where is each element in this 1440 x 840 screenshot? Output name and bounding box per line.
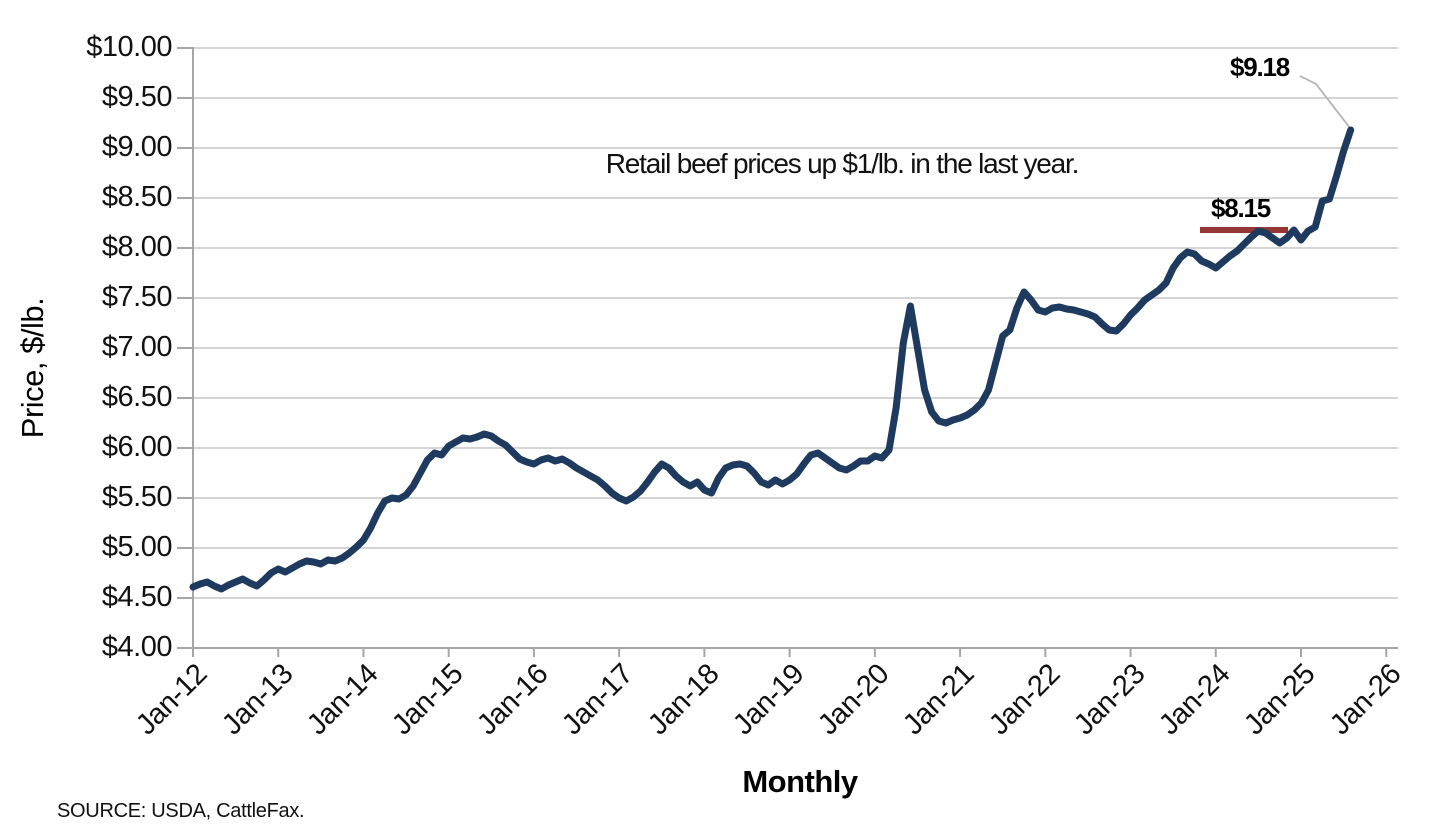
y-axis-label: $9.00 <box>101 131 173 163</box>
y-axis-label: $6.50 <box>101 381 173 413</box>
y-axis-label: $10.00 <box>86 31 172 63</box>
year-ago-value-label: $8.15 <box>1211 193 1271 223</box>
y-axis-label: $8.00 <box>101 231 173 263</box>
price-line <box>189 126 1355 593</box>
y-axis-title: Price, $/lb. <box>15 297 50 439</box>
y-axis-label: $4.00 <box>101 631 173 663</box>
x-axis-title: Monthly <box>742 764 858 799</box>
y-axis-label: $8.50 <box>101 181 173 213</box>
y-axis-label: $5.00 <box>101 531 173 563</box>
y-axis-label: $6.00 <box>101 431 173 463</box>
end-value-label: $9.18 <box>1230 52 1290 82</box>
y-axis-label: $4.50 <box>101 581 173 613</box>
y-axis-label: $9.50 <box>101 81 173 113</box>
source-note: SOURCE: USDA, CattleFax. <box>57 800 305 822</box>
leader-line <box>1299 75 1351 129</box>
y-axis-label: $7.50 <box>101 281 173 313</box>
y-axis-label: $5.50 <box>101 481 173 513</box>
y-axis-label: $7.00 <box>101 331 173 363</box>
chart-note: Retail beef prices up $1/lb. in the last… <box>605 148 1080 179</box>
